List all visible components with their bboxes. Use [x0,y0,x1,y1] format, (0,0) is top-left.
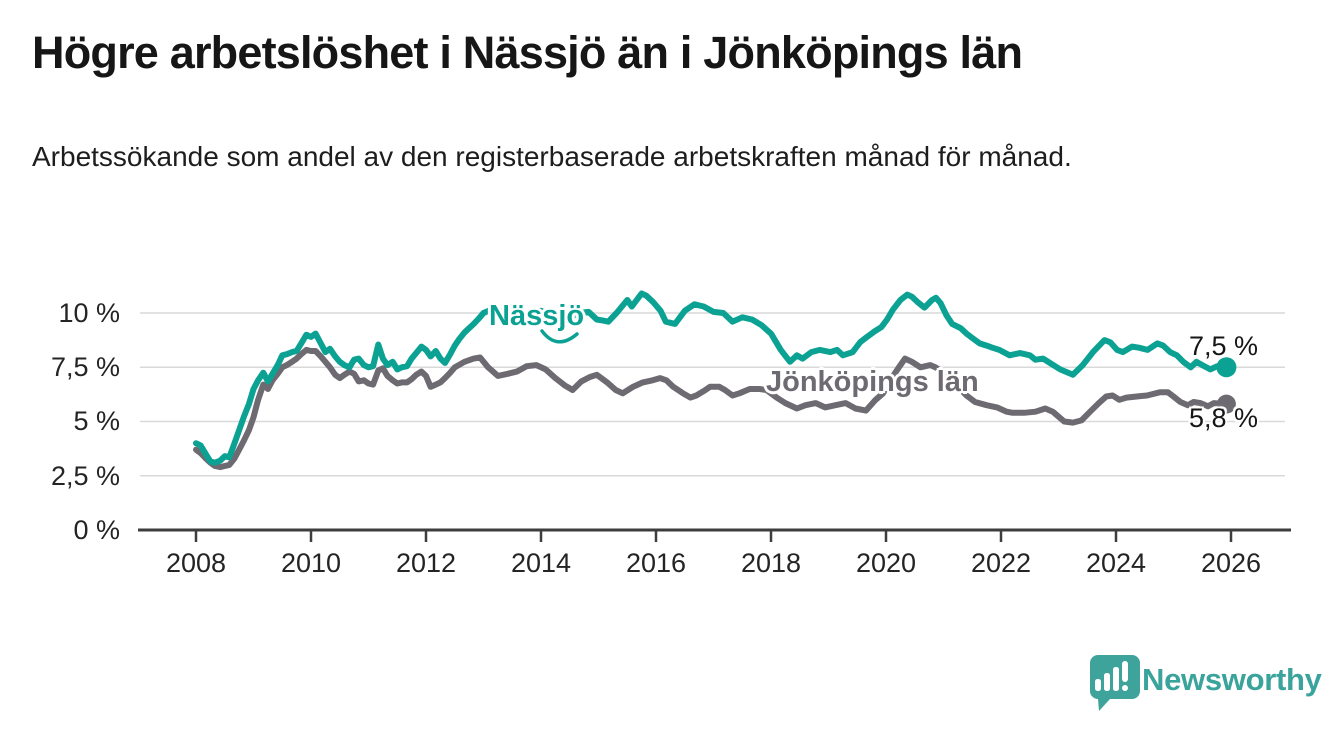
y-tick-7-5: 7,5 % [50,352,120,382]
x-tick-2016: 2016 [625,548,687,578]
y-tick-0: 0 % [73,515,120,545]
x-tick-2018: 2018 [740,548,802,578]
chart-layers [138,290,1291,542]
x-tick-2024: 2024 [1085,548,1147,578]
x-tick-2026: 2026 [1200,548,1262,578]
x-tick-2020: 2020 [855,548,917,578]
y-tick-5: 5 % [73,406,120,436]
newsworthy-brand: Newsworthy [1086,652,1326,714]
series-label-nassjo: Nässjö [489,300,585,332]
y-tick-10: 10 % [58,298,120,328]
x-tick-2008: 2008 [165,548,227,578]
bar-chart-speech-bubble-icon [1090,655,1140,711]
page-title: Högre arbetslöshet i Nässjö än i Jönköpi… [32,27,1023,78]
x-tick-2022: 2022 [970,548,1032,578]
series-label-jonkopings-lan: Jönköpings län [766,366,979,398]
chart-subtitle: Arbetssökande som andel av den registerb… [32,141,1072,172]
x-tick-2014: 2014 [510,548,572,578]
x-tick-2012: 2012 [395,548,457,578]
nassjo-label-tail-icon [537,326,582,347]
end-value-nassjo: 7,5 % [1188,331,1258,361]
x-tick-2010: 2010 [280,548,342,578]
brand-name: Newsworthy [1142,662,1322,697]
end-value-jonkopings-lan: 5,8 % [1188,403,1258,433]
y-tick-2-5: 2,5 % [50,461,120,491]
